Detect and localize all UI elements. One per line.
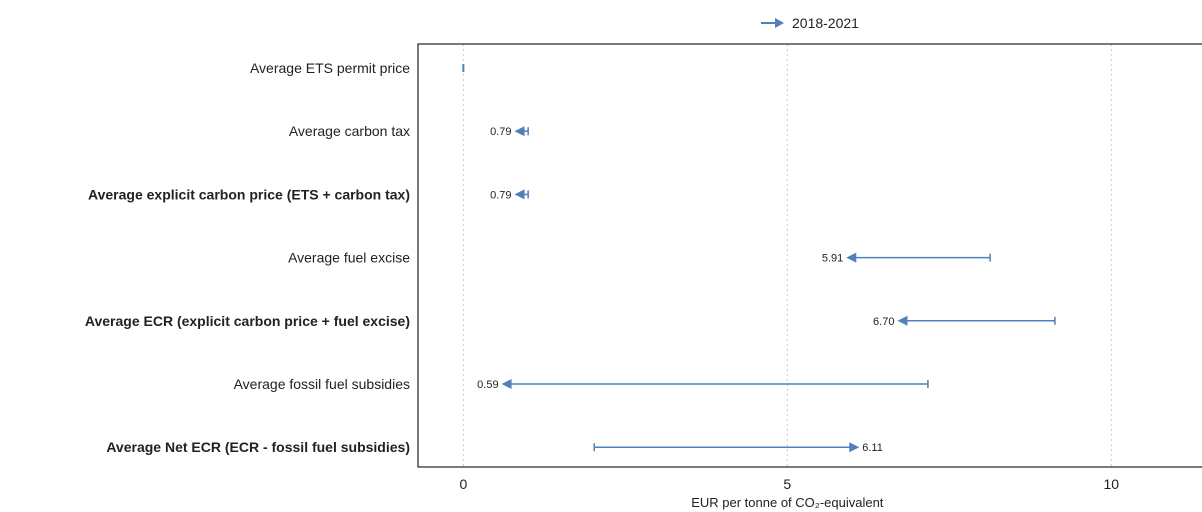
- x-tick-label: 0: [459, 476, 467, 492]
- x-axis-label: EUR per tonne of CO₂-equivalent: [691, 495, 884, 510]
- x-tick-label: 5: [783, 476, 791, 492]
- data-label: 6.70: [873, 316, 894, 328]
- data-label: 0.79: [490, 126, 511, 138]
- category-label: Average ECR (explicit carbon price + fue…: [85, 313, 410, 329]
- data-label: 0.59: [477, 379, 498, 391]
- grid: [462, 44, 1112, 467]
- data-label: 0.79: [490, 189, 511, 201]
- legend-label: 2018-2021: [792, 15, 859, 31]
- category-label: Average fossil fuel subsidies: [234, 376, 410, 392]
- series-marks: 0.79 0.79 5.91 6.70 0.59 6.11: [462, 64, 1056, 454]
- arrow-head: [501, 379, 512, 389]
- arrow-head: [897, 315, 908, 326]
- data-label: 5.91: [822, 253, 843, 265]
- category-labels: Average ETS permit price Average carbon t…: [85, 60, 410, 455]
- category-label: Average Net ECR (ECR - fossil fuel subsi…: [106, 439, 410, 455]
- x-tick-label: 10: [1104, 476, 1120, 492]
- category-label: Average ETS permit price: [250, 60, 410, 76]
- legend-arrow-head: [775, 18, 784, 28]
- arrow-head: [514, 126, 525, 137]
- category-label: Average explicit carbon price (ETS + car…: [88, 186, 410, 202]
- legend: 2018-2021: [761, 15, 859, 31]
- data-label: 6.11: [862, 442, 883, 454]
- arrow-head: [514, 189, 525, 200]
- category-label: Average carbon tax: [289, 123, 410, 139]
- plot-frame: [417, 43, 1202, 468]
- arrow-head: [849, 442, 860, 453]
- arrow-head: [846, 252, 857, 263]
- category-label: Average fuel excise: [288, 250, 410, 266]
- x-tick-labels: 0 5 10: [459, 476, 1119, 492]
